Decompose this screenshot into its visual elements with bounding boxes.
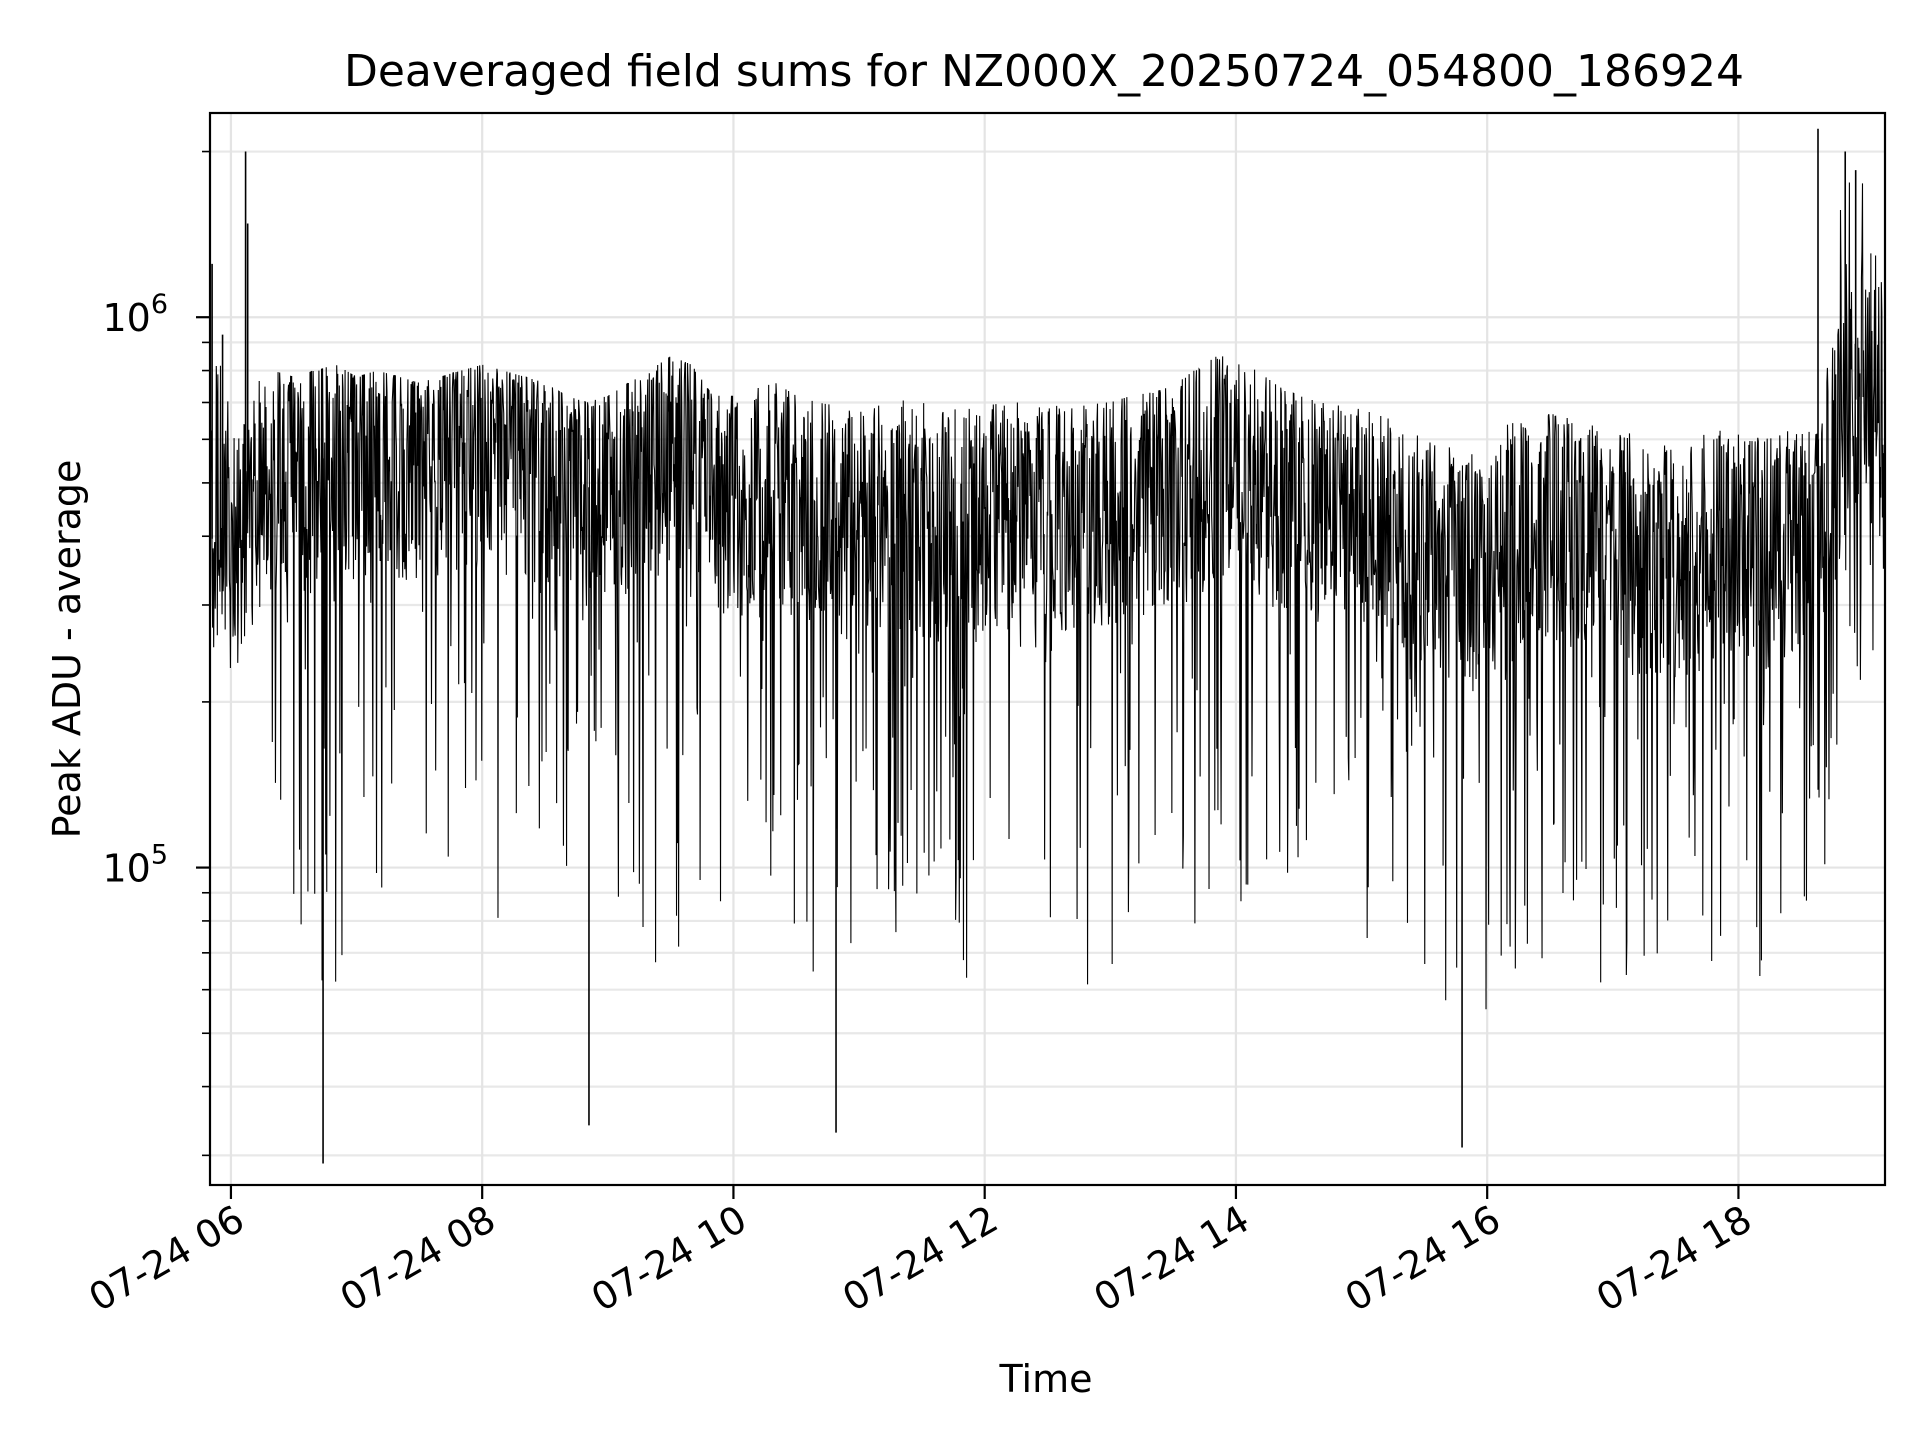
- series-line: [209, 182, 1886, 1010]
- y-tick-label: 105: [102, 840, 168, 891]
- data-series: [209, 128, 1886, 1164]
- plot-frame: [208, 111, 1887, 1187]
- y-tick-label: 106: [102, 289, 168, 340]
- y-axis-label: Peak ADU - average: [45, 460, 89, 839]
- chart-title: Deaveraged field sums for NZ000X_2025072…: [344, 46, 1744, 97]
- x-axis-label: Time: [999, 1357, 1093, 1401]
